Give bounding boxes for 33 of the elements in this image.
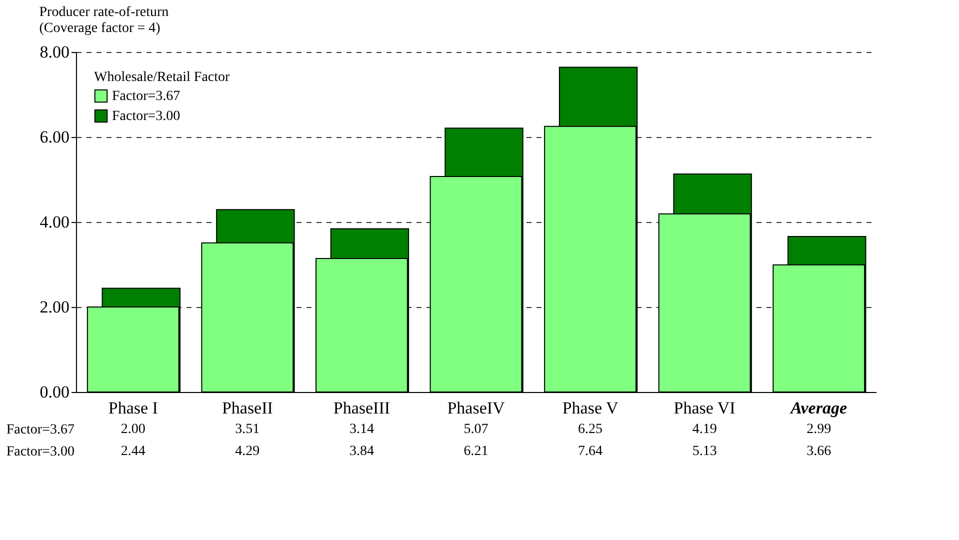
x-tick-label: PhaseIV — [447, 398, 506, 418]
x-tick-label: PhaseIII — [333, 398, 390, 418]
y-tick-label: 6.00 — [40, 128, 70, 146]
text: Factor=3.67 — [6, 422, 74, 438]
data-label: 5.07 — [464, 422, 488, 437]
data-label: 2.00 — [120, 422, 146, 437]
legend-label: Factor=3.67 — [112, 89, 180, 104]
text: Factor=3.00 — [6, 444, 74, 460]
x-tick-label: Phase V — [562, 398, 619, 418]
chart-title: Producer rate-of-return — [39, 5, 169, 20]
data-label: 3.84 — [349, 444, 374, 459]
x-tick-label: Phase I — [108, 398, 158, 418]
data-label: 4.29 — [235, 444, 260, 459]
x-tick-label: Average — [790, 398, 848, 418]
x-tick-label: Phase VI — [674, 398, 736, 418]
y-tick-label: 4.00 — [40, 212, 70, 232]
x-tick-label: PhaseII — [222, 398, 274, 418]
chart-subtitle: (Coverage factor = 4) — [39, 21, 161, 36]
data-label: 3.14 — [349, 422, 374, 437]
y-tick-label: 8.00 — [40, 42, 70, 62]
y-tick-label: 2.00 — [40, 298, 70, 316]
data-label: 6.21 — [464, 444, 488, 459]
data-label: 2.44 — [120, 444, 146, 459]
y-tick-label: 0.00 — [40, 382, 70, 402]
data-label: 2.99 — [806, 422, 832, 437]
data-label: 5.13 — [692, 444, 717, 459]
data-label: 3.66 — [806, 444, 832, 459]
data-label: 4.19 — [692, 422, 717, 437]
legend-title: Wholesale/Retail Factor — [94, 70, 230, 85]
data-label: 7.64 — [578, 444, 603, 459]
data-label: 3.51 — [235, 422, 260, 437]
legend-label: Factor=3.00 — [112, 109, 180, 124]
data-label: 6.25 — [578, 422, 603, 437]
